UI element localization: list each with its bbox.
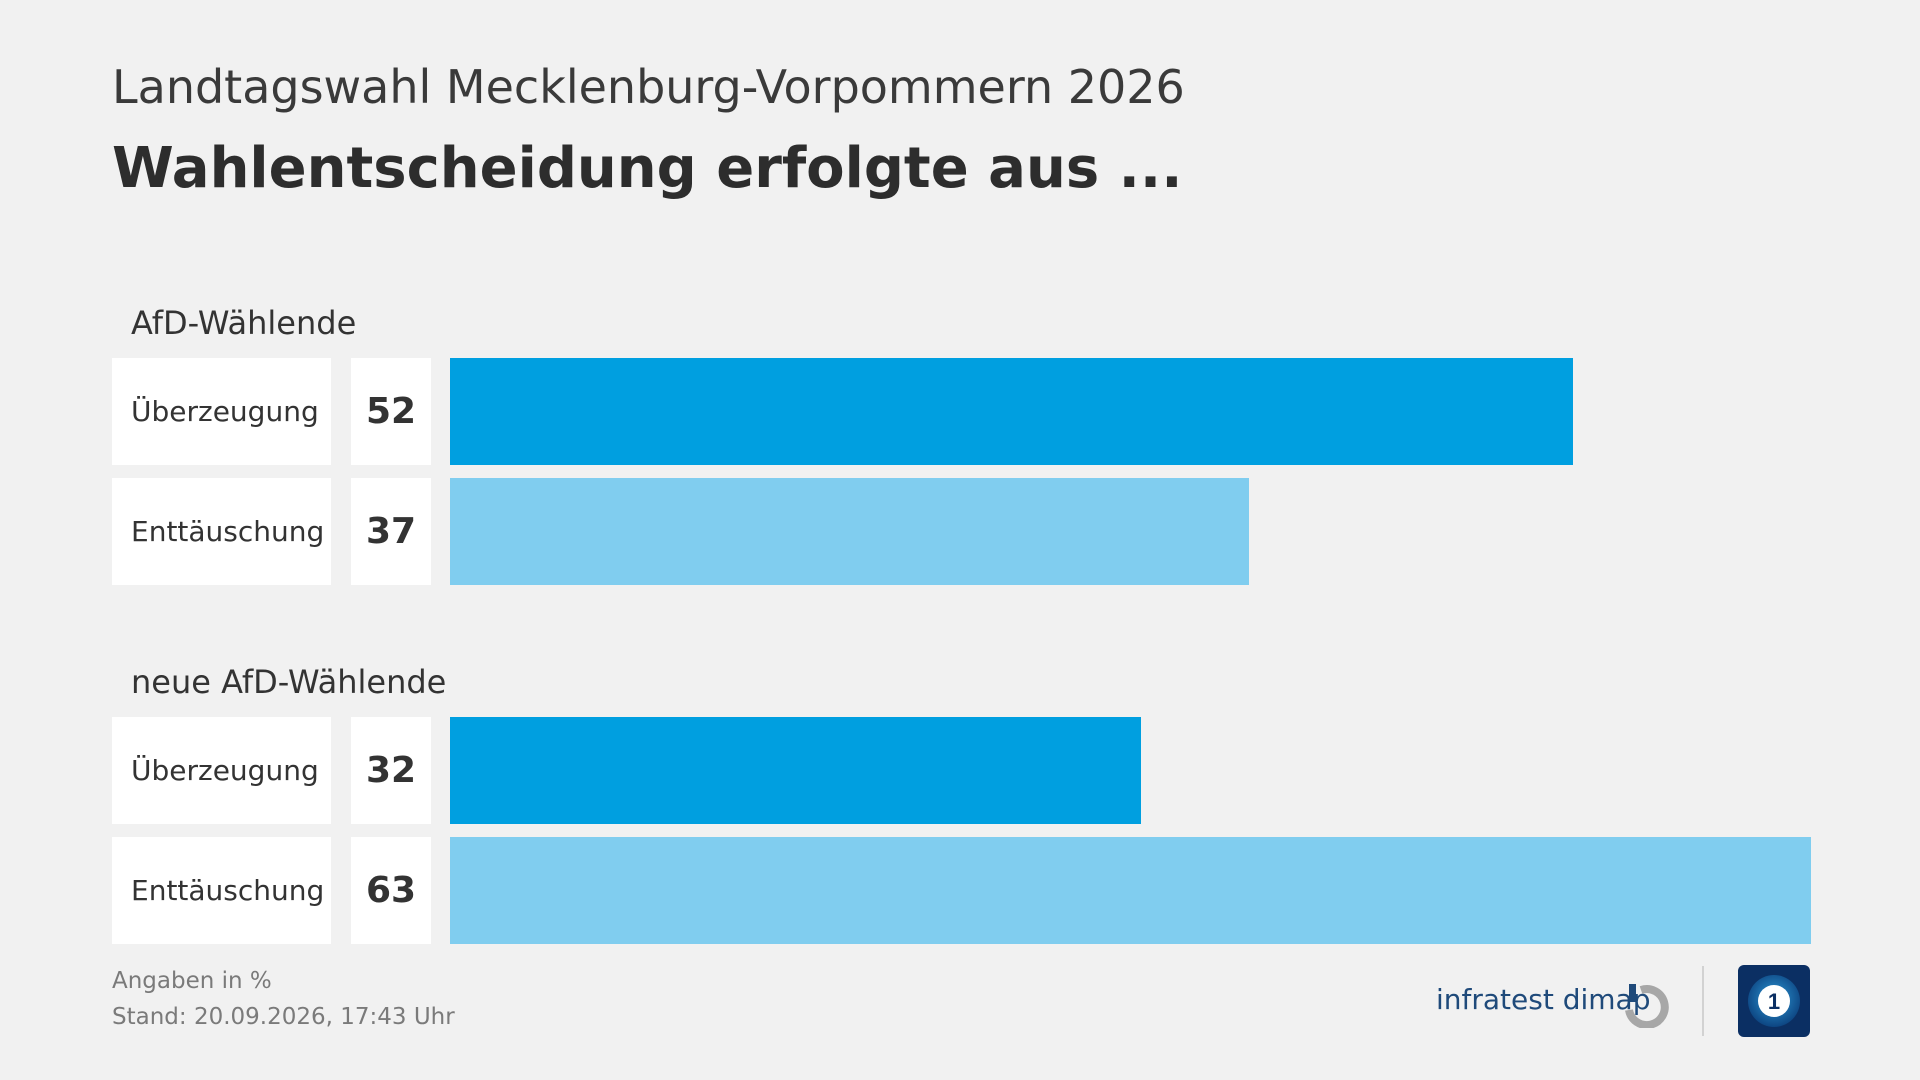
- value-label: 63: [351, 837, 431, 944]
- bar: [450, 358, 1573, 465]
- bar: [450, 837, 1811, 944]
- footer-divider: [1702, 966, 1704, 1036]
- category-label: Enttäuschung: [131, 874, 325, 907]
- category-label-box: Überzeugung: [112, 358, 331, 465]
- bar: [450, 717, 1141, 824]
- chart-title: Wahlentscheidung erfolgte aus ...: [112, 136, 1183, 201]
- category-label: Überzeugung: [131, 754, 319, 787]
- category-label-box: Überzeugung: [112, 717, 331, 824]
- category-label-box: Enttäuschung: [112, 478, 331, 585]
- value-label: 32: [351, 717, 431, 824]
- svg-text:1: 1: [1768, 989, 1780, 1014]
- value-label: 52: [351, 358, 431, 465]
- unit-note: Angaben in %: [112, 968, 272, 994]
- category-label: Überzeugung: [131, 395, 319, 428]
- timestamp: Stand: 20.09.2026, 17:43 Uhr: [112, 1004, 455, 1030]
- bar: [450, 478, 1249, 585]
- tagesschau-ard-logo-icon: 1: [1738, 965, 1810, 1037]
- brand-name: infratest dimap: [1436, 983, 1651, 1016]
- chart-supertitle: Landtagswahl Mecklenburg-Vorpommern 2026: [112, 60, 1185, 114]
- category-label-box: Enttäuschung: [112, 837, 331, 944]
- infratest-dimap-logo-icon: [1625, 984, 1669, 1028]
- category-label: Enttäuschung: [131, 515, 325, 548]
- value-label: 37: [351, 478, 431, 585]
- group-label: AfD-Wählende: [131, 304, 357, 342]
- group-label: neue AfD-Wählende: [131, 663, 447, 701]
